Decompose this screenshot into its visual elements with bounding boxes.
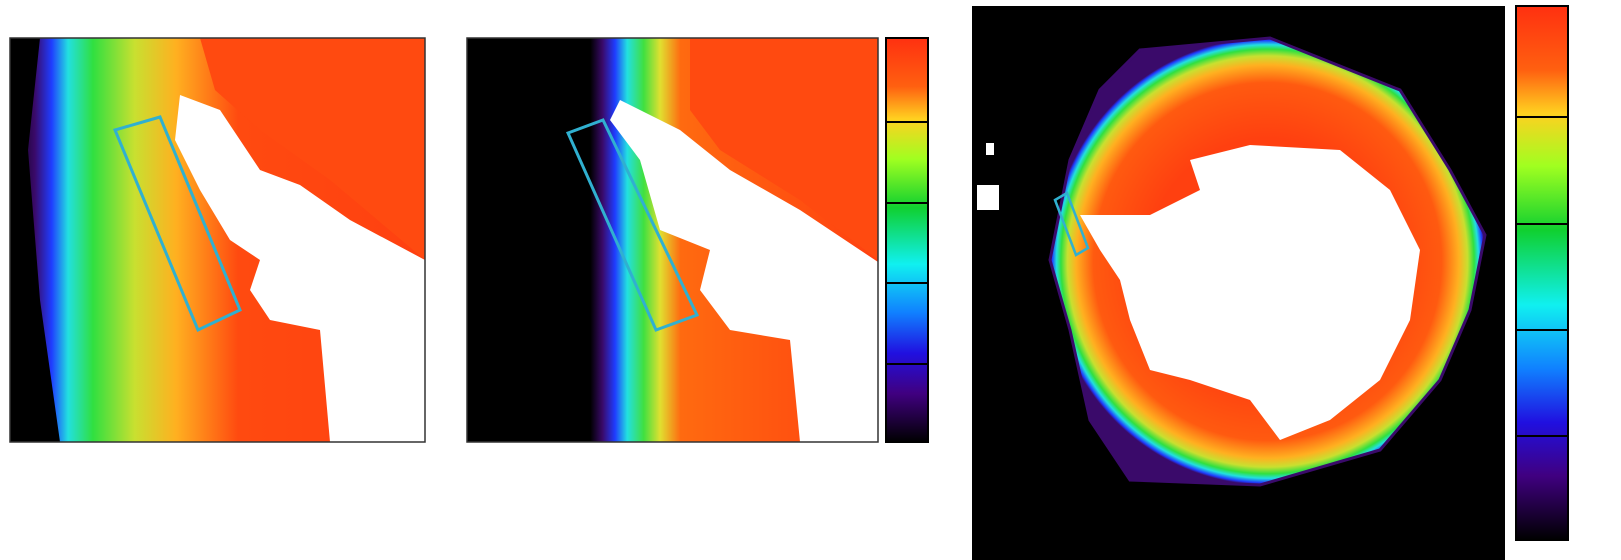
page: (() => { const data = JSON.parse(documen… <box>0 0 1621 560</box>
map-panel-1 <box>10 38 425 442</box>
colorbar-1 <box>886 38 928 442</box>
colorbar <box>1516 6 1568 540</box>
map-panel-3 <box>972 6 1505 560</box>
colorbar <box>886 38 928 442</box>
island <box>977 185 999 210</box>
map-panel-2 <box>467 38 878 442</box>
figure <box>0 0 1621 560</box>
island <box>986 143 994 155</box>
colorbar-2 <box>1516 6 1568 540</box>
